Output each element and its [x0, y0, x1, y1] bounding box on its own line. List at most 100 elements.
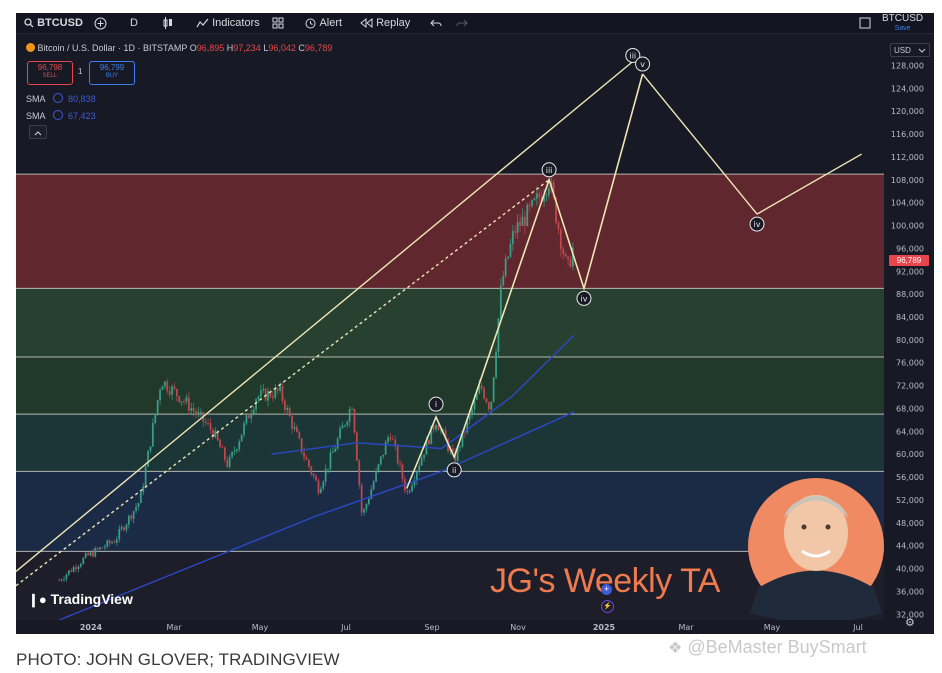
candle-body [214, 430, 217, 438]
tv-logo-icon: ❙● [28, 592, 47, 607]
candle-body [139, 491, 142, 504]
price-tick-label: 96,000 [896, 244, 924, 253]
candle-body [190, 408, 193, 411]
settings-gear-icon[interactable]: ⚙ [905, 617, 915, 629]
candle-body [291, 416, 293, 429]
candle-body [149, 446, 152, 451]
undo-button[interactable] [430, 13, 442, 33]
layouts-button[interactable] [272, 13, 284, 33]
candle-body [103, 546, 106, 548]
candle-body [247, 415, 250, 419]
plus-circle-icon [94, 17, 107, 30]
replay-button[interactable]: Replay [360, 13, 410, 33]
redo-button[interactable] [456, 13, 468, 33]
symbol-search-button[interactable]: BTCUSD [24, 13, 83, 33]
candle-body [159, 389, 161, 400]
add-indicator-icon[interactable]: + [601, 584, 612, 595]
candle-body [559, 229, 562, 249]
candle-body [288, 407, 291, 417]
candle-body [96, 548, 99, 550]
candle-body [279, 385, 281, 391]
candle-body [216, 430, 219, 441]
time-tick-label: May [764, 623, 781, 632]
buy-button[interactable]: 96,799 BUY [89, 61, 135, 85]
price-tick-label: 104,000 [891, 199, 924, 208]
candle-body [552, 182, 555, 198]
buy-price: 96,799 [99, 63, 125, 72]
collapse-legend-button[interactable] [29, 125, 47, 139]
candle-body [99, 547, 101, 550]
candle-body [305, 457, 308, 460]
candle-body [375, 470, 377, 482]
candle-body [231, 451, 233, 458]
price-tick-label: 48,000 [896, 519, 924, 528]
candle-body [569, 259, 572, 267]
candle-body [233, 451, 236, 452]
price-tick-label: 44,000 [896, 542, 924, 551]
candle-body [485, 398, 488, 403]
candle-body [348, 409, 351, 422]
candle-body [456, 446, 459, 461]
candle-body [547, 188, 550, 195]
chart-type-button[interactable] [162, 13, 174, 33]
candle-body [199, 412, 202, 413]
price-tick-label: 128,000 [891, 61, 924, 70]
candle-body [300, 438, 303, 453]
right-symbol-label: BTCUSD [882, 13, 924, 24]
candle-body [94, 548, 97, 557]
candle-body [161, 386, 164, 390]
zone-band-5 [16, 551, 884, 620]
indicators-button[interactable]: Indicators [196, 13, 260, 33]
candle-body [312, 473, 315, 477]
ohlc-value-c: 96,789 [304, 43, 333, 53]
candle-body [163, 381, 166, 387]
candle-body [502, 276, 505, 286]
lightning-icon[interactable]: ⚡ [601, 600, 614, 613]
candle-body [394, 439, 397, 446]
candle-body [283, 400, 286, 411]
candle-body [106, 540, 109, 547]
compare-button[interactable] [94, 13, 107, 33]
candle-body [118, 528, 121, 540]
candle-body [63, 579, 65, 580]
price-tick-label: 124,000 [891, 84, 924, 93]
wave-label-circle-3 [576, 290, 592, 306]
candle-body [526, 204, 529, 226]
candle-body [238, 441, 241, 450]
currency-select[interactable]: USD [890, 43, 930, 57]
candle-body [235, 449, 238, 452]
save-symbol-button[interactable]: BTCUSD Save [882, 14, 923, 34]
sell-button[interactable]: 96,798 SELL [27, 61, 73, 85]
candle-body [480, 385, 483, 389]
sma-fast-legend[interactable]: SMA 80,838 [26, 93, 96, 104]
wave-label-circle-2 [541, 162, 557, 178]
candle-body [125, 524, 128, 531]
interval-button[interactable]: D [130, 17, 138, 29]
time-tick-label: Sep [424, 623, 439, 632]
candle-body [516, 221, 519, 233]
wave-label-circle-1 [446, 462, 462, 478]
candle-body [430, 425, 433, 445]
candle-body [351, 409, 353, 410]
price-axis [884, 34, 934, 634]
candle-body [84, 553, 87, 558]
candle-body [451, 448, 454, 452]
candle-body [487, 402, 490, 410]
candle-body [111, 542, 113, 544]
candle-body [240, 434, 243, 442]
price-tick-label: 116,000 [891, 130, 924, 139]
price-tick-label: 92,000 [896, 267, 924, 276]
candle-body [471, 408, 473, 414]
ohlc-values: O96,895 H97,234 L96,042 C96,789 [190, 43, 333, 53]
alert-button[interactable]: Alert [304, 13, 342, 33]
fullscreen-checkbox[interactable] [859, 13, 871, 33]
candle-body [135, 506, 137, 511]
candle-body [185, 397, 188, 402]
price-tick-label: 72,000 [896, 382, 924, 391]
candle-body [115, 539, 118, 543]
sma-slow-legend[interactable]: SMA 67,423 [26, 110, 96, 121]
target-line-down [642, 73, 758, 215]
candle-body [255, 399, 257, 410]
price-tick-label: 120,000 [891, 107, 924, 116]
legend-title: Bitcoin / U.S. Dollar · 1D · BITSTAMP [37, 43, 188, 53]
